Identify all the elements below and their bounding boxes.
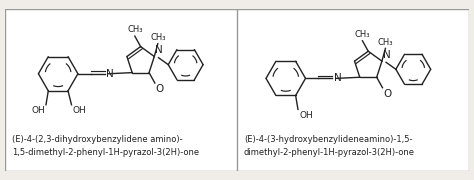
Text: 1,5-dimethyl-2-phenyl-1H-pyrazol-3(2H)-one: 1,5-dimethyl-2-phenyl-1H-pyrazol-3(2H)-o… [12, 148, 199, 157]
Text: OH: OH [299, 111, 313, 120]
Text: N: N [155, 45, 163, 55]
Text: CH₃: CH₃ [355, 30, 370, 39]
Text: dimethyl-2-phenyl-1H-pyrazol-3(2H)-one: dimethyl-2-phenyl-1H-pyrazol-3(2H)-one [244, 148, 415, 157]
Text: OH: OH [73, 106, 86, 115]
Text: CH₃: CH₃ [378, 38, 393, 47]
Text: (E)-4-(3-hydroxybenzylideneamino)-1,5-: (E)-4-(3-hydroxybenzylideneamino)-1,5- [244, 135, 412, 144]
Text: N: N [334, 73, 342, 83]
Text: O: O [383, 89, 391, 99]
Text: CH₃: CH₃ [127, 25, 143, 34]
Text: N: N [383, 50, 391, 60]
Text: (E)-4-(2,3-dihydroxybenzylidene amino)-: (E)-4-(2,3-dihydroxybenzylidene amino)- [12, 135, 182, 144]
Text: CH₃: CH₃ [150, 33, 165, 42]
Text: OH: OH [31, 106, 45, 115]
Text: O: O [155, 84, 164, 94]
Text: N: N [107, 69, 114, 79]
